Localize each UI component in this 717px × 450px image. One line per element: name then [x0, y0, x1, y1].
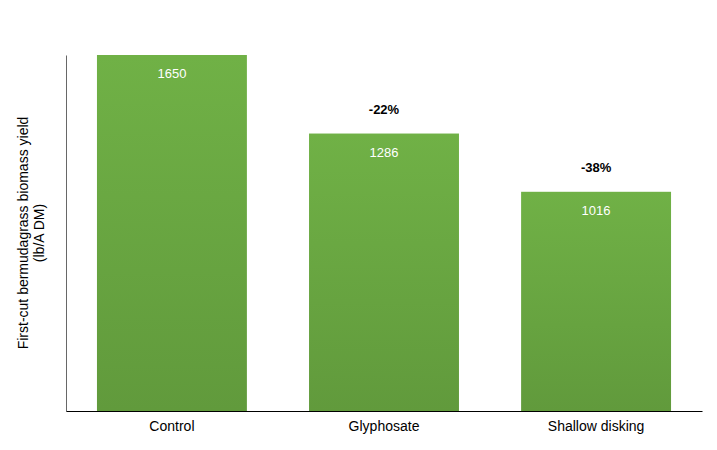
x-tick-label: Control	[149, 418, 194, 434]
chart: Control Glyphosate Shallow disking 1650 1286…	[0, 0, 717, 450]
y-axis-title: First-cut bermudagrass biomass yield(lb/…	[15, 117, 48, 350]
x-tick: Shallow disking	[548, 418, 645, 434]
x-tick: Glyphosate	[349, 418, 420, 434]
data-label: 1016	[582, 203, 611, 218]
data-label: 1286	[370, 145, 399, 160]
annotation: -22%	[369, 102, 400, 117]
annotation: -38%	[581, 160, 612, 175]
x-tick-label: Shallow disking	[548, 418, 645, 434]
y-axis-title-line: (lb/A DM)	[31, 204, 47, 262]
bar	[521, 192, 671, 411]
x-axis: Control Glyphosate Shallow disking	[67, 412, 703, 434]
y-axis-title-line: First-cut bermudagrass biomass yield	[15, 117, 31, 350]
bars	[97, 55, 671, 411]
annotations: -22% -38%	[369, 102, 612, 175]
y-axis-line	[66, 56, 67, 412]
x-tick: Control	[149, 418, 194, 434]
x-tick-label: Glyphosate	[349, 418, 420, 434]
data-label: 1650	[157, 66, 186, 81]
bar	[309, 134, 459, 411]
data-labels: 1650 1286 1016	[157, 66, 610, 218]
y-axis	[66, 56, 67, 412]
bar	[97, 55, 247, 411]
x-axis-line	[67, 411, 703, 412]
